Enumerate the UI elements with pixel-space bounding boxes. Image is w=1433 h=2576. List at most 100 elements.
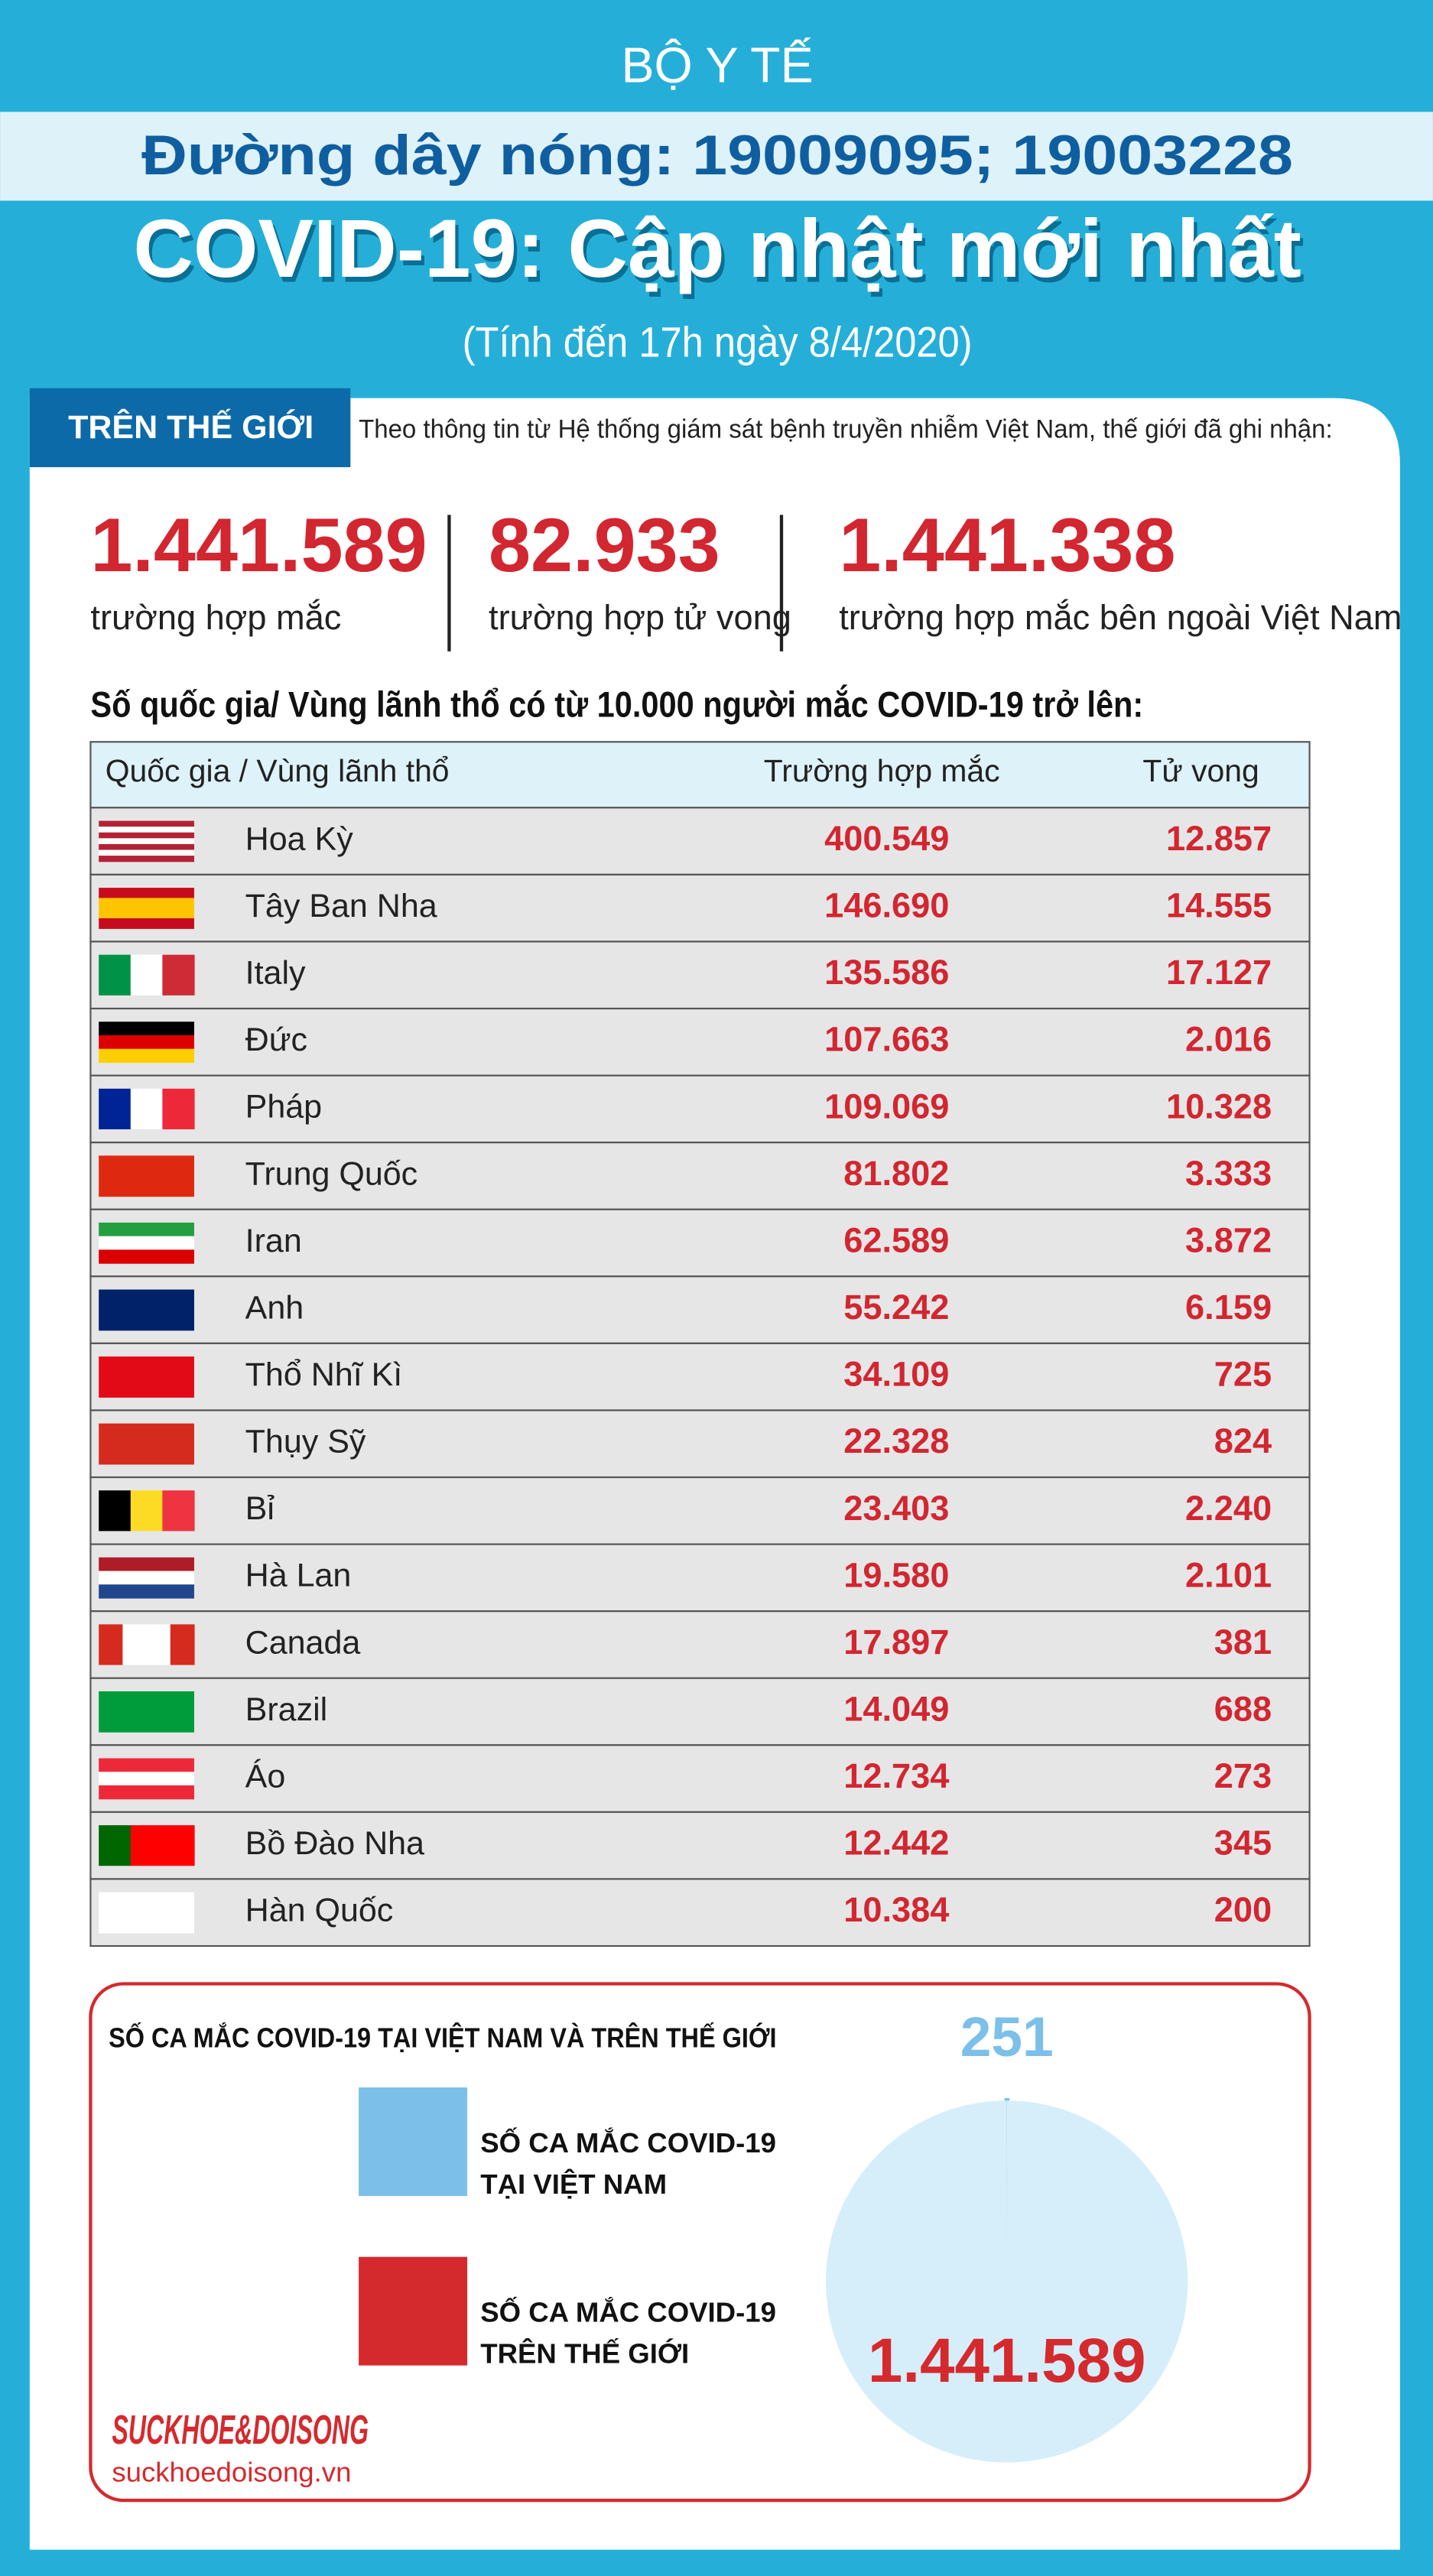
flag-stripe [99,1691,194,1733]
table-row [89,940,1311,1010]
flag-stripe [146,1624,171,1665]
flag-stripe [99,1088,132,1129]
cases: 62.589 [843,1220,949,1259]
column-header: Quốc gia / Vùng lãnh thổ [106,753,450,788]
flag [99,1022,194,1064]
pie-label: 251 [960,2006,1054,2068]
stat-label: trường hợp tử vong [489,598,791,637]
flag-stripe [99,1584,194,1599]
cases: 14.049 [843,1689,949,1728]
country: Thổ Nhĩ Kì [245,1356,403,1393]
deaths: 3.872 [1185,1220,1272,1259]
legend-label: TRÊN THẾ GIỚI [480,2337,689,2369]
table-row [89,1476,1311,1545]
table-row [89,873,1311,943]
country: Trung Quốc [245,1155,418,1192]
country: Iran [245,1223,302,1259]
flag-stripe [162,1825,195,1866]
flag [99,954,195,996]
table-row [89,1878,1311,1947]
deaths: 725 [1214,1355,1272,1394]
legend-label: TẠI VIỆT NAM [480,2168,667,2200]
tab [29,388,351,467]
stat-value: 1.441.338 [839,502,1175,587]
title: COVID-19: Cập nhật mới nhất [133,203,1301,294]
flag-stripe [99,1249,194,1264]
country: Bỉ [245,1490,275,1527]
cases: 10.384 [843,1890,949,1929]
table-row [89,1275,1311,1344]
flag-stripe [99,849,194,856]
flag-stripe [162,1490,195,1532]
flag-stripe [99,918,194,929]
legend-label: SỐ CA MẮC COVID-19 [480,2126,776,2159]
flag-stripe [99,1785,194,1800]
flag-stripe [99,820,194,827]
flag-stripe [99,827,194,833]
deaths: 824 [1214,1421,1272,1460]
flag-stripe [99,1758,194,1772]
column-header: Tử vong [1142,753,1259,788]
flag [99,1624,195,1665]
flag-stripe [99,856,194,862]
flag-stripe [99,838,194,845]
flag-stripe [170,1624,195,1665]
hotline: Đường dây nóng: 19009095; 19003228 [141,125,1293,187]
table-row [89,1142,1311,1210]
pie-label: 1.441.589 [868,2326,1146,2396]
flag-stripe [99,908,194,919]
cases: 34.109 [843,1355,949,1394]
deaths: 381 [1214,1623,1272,1662]
legend-swatch [359,2256,468,2366]
flag [99,1423,194,1465]
flag-stripe [99,1624,124,1665]
stat-value: 82.933 [489,502,720,587]
flag-stripe [99,1236,194,1251]
flag [99,1825,195,1866]
flag-stripe [130,1088,164,1129]
deaths: 345 [1214,1824,1272,1863]
cases: 146.690 [824,886,949,925]
flag [99,888,194,929]
flag-stripe [99,1289,194,1331]
subtitle: (Tính đến 17h ngày 8/4/2020) [463,318,973,366]
flag [99,820,194,862]
flag-stripe [99,898,194,909]
flag-stripe [162,1088,195,1129]
table-row [89,1409,1311,1479]
logo: SUCKHOE&DOISONG [112,2407,369,2453]
stat-label: trường hợp mắc [90,598,341,637]
flag-stripe [99,1892,194,1934]
cases: 135.586 [824,953,949,992]
tab-label: TRÊN THẾ GIỚI [68,408,314,446]
flag [99,1155,194,1197]
intro: Theo thông tin từ Hệ thống giám sát bệnh… [359,414,1333,444]
country: Hoa Kỳ [245,820,354,857]
flag [99,1758,194,1800]
flag-stripe [99,1048,194,1064]
flag-stripe [130,1490,164,1532]
flag-stripe [99,1423,194,1465]
flag-stripe [99,1222,194,1237]
deaths: 6.159 [1185,1288,1272,1327]
deaths: 273 [1214,1756,1272,1795]
cases: 109.069 [824,1087,949,1126]
cases: 19.580 [843,1555,949,1594]
deaths: 3.333 [1185,1154,1272,1193]
country: Tây Ban Nha [245,888,437,924]
cases: 55.242 [843,1288,949,1327]
deaths: 2.240 [1185,1489,1272,1528]
deaths: 688 [1214,1689,1272,1728]
cases: 400.549 [824,819,949,858]
flag-stripe [99,1490,132,1532]
flag-stripe [99,954,132,996]
flag-stripe [99,843,194,851]
cases: 22.328 [843,1421,949,1460]
deaths: 17.127 [1166,953,1272,992]
country: Italy [245,955,306,992]
flag-stripe [99,832,194,839]
title-shadow: COVID-19: Cập nhật mới nhất [137,207,1305,299]
table-row [89,1074,1311,1144]
country: Anh [245,1289,304,1326]
cases: 12.442 [843,1824,949,1863]
